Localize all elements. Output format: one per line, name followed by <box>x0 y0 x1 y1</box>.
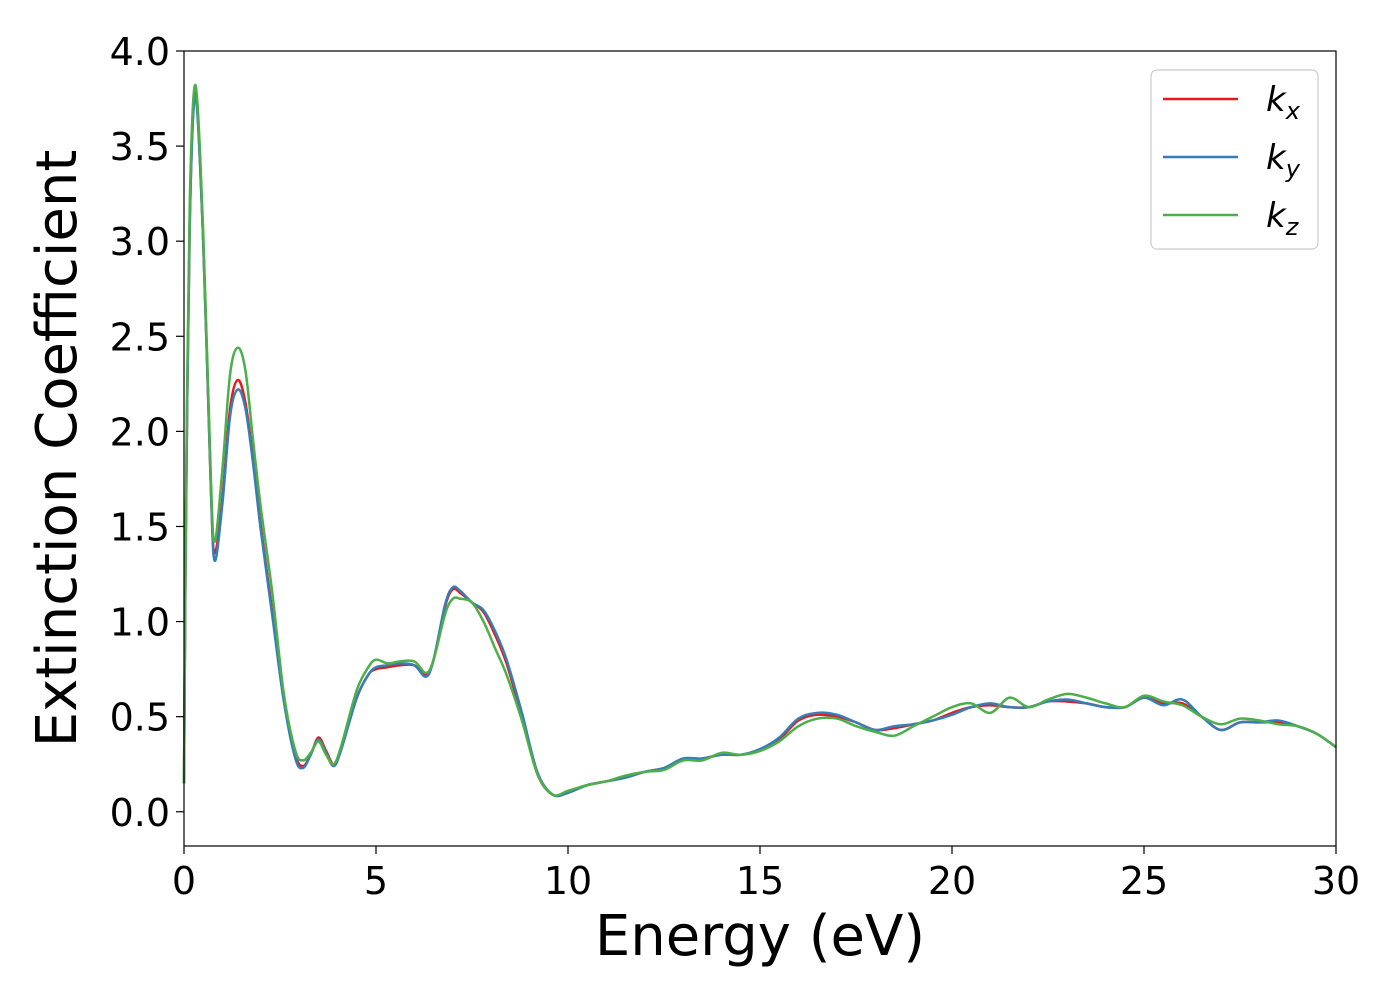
y-tick-label: 4.0 <box>110 30 170 74</box>
y-tick-label: 3.0 <box>110 220 170 264</box>
y-axis-title: Extinction Coefficient <box>25 150 90 748</box>
legend-label-kz: kz <box>1266 196 1300 241</box>
legend-label-base: k <box>1266 196 1287 236</box>
y-axis: 0.0 0.5 1.0 1.5 2.0 2.5 3.0 3.5 4.0 <box>110 30 184 835</box>
y-tick-label: 1.0 <box>110 601 170 645</box>
legend-label-subscript: y <box>1285 155 1301 183</box>
y-tick-label: 2.0 <box>110 410 170 454</box>
legend-label-ky: ky <box>1266 138 1301 183</box>
x-tick-label: 25 <box>1120 859 1168 903</box>
series-line-kz <box>182 83 1337 797</box>
legend-label-base: k <box>1266 80 1287 120</box>
legend-label-kx: kx <box>1266 80 1301 125</box>
x-axis: 0 5 10 15 20 25 30 <box>172 846 1360 903</box>
y-tick-label: 1.5 <box>110 505 170 549</box>
x-tick-label: 10 <box>544 859 592 903</box>
x-tick-label: 5 <box>364 859 388 903</box>
x-tick-label: 20 <box>928 859 976 903</box>
y-tick-label: 2.5 <box>110 315 170 359</box>
y-tick-label: 0.0 <box>110 791 170 835</box>
x-axis-title: Energy (eV) <box>595 904 925 969</box>
series-lines <box>182 83 1337 798</box>
legend-label-subscript: x <box>1285 97 1301 125</box>
legend-box <box>1150 69 1319 250</box>
x-tick-label: 0 <box>172 859 196 903</box>
x-tick-label: 30 <box>1312 859 1360 903</box>
y-tick-label: 0.5 <box>110 696 170 740</box>
legend-label-subscript: z <box>1285 213 1300 241</box>
x-tick-label: 15 <box>736 859 784 903</box>
y-tick-label: 3.5 <box>110 125 170 169</box>
legend-label-base: k <box>1266 138 1287 178</box>
